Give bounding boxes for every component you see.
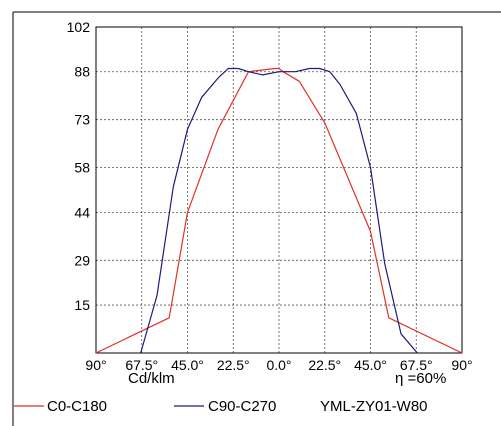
y-tick-label: 44 <box>74 204 90 220</box>
legend-label-c0-c180: C0-C180 <box>47 398 107 415</box>
series-line-c90-c270 <box>140 67 418 354</box>
x-tick-label: 67.5° <box>125 357 158 373</box>
grid <box>96 26 462 353</box>
x-tick-label: 67.5° <box>400 357 433 373</box>
plot-area <box>95 26 463 354</box>
series-layer <box>95 67 463 354</box>
x-tick-labels: 90° 67.5° 45.0° 22.5° 0.0° 22.5° 45.0° 67.5° 90° <box>85 357 472 373</box>
legend: C0-C180 C90-C270 YML-ZY01-W80 <box>14 398 428 415</box>
x-tick-label: 90° <box>85 357 106 373</box>
y-tick-label: 15 <box>74 297 90 313</box>
legend-label-c90-c270: C90-C270 <box>208 398 276 415</box>
y-tick-label: 102 <box>67 19 91 35</box>
x-tick-label: 45.0° <box>354 357 387 373</box>
x-tick-label: 0.0° <box>266 357 291 373</box>
efficiency-label: η =60% <box>395 370 446 387</box>
y-tick-label: 88 <box>74 64 90 80</box>
unit-label: Cd/klm <box>128 370 175 387</box>
x-tick-label: 45.0° <box>171 357 204 373</box>
y-tick-label: 73 <box>74 112 90 128</box>
series-line-c0-c180 <box>95 67 463 354</box>
y-tick-label: 29 <box>74 252 90 268</box>
x-tick-label: 90° <box>451 357 472 373</box>
x-tick-label: 22.5° <box>308 357 341 373</box>
model-label: YML-ZY01-W80 <box>320 398 428 415</box>
y-tick-labels: 102 88 73 58 44 29 15 <box>67 19 91 313</box>
y-tick-label: 58 <box>74 160 90 176</box>
x-tick-label: 22.5° <box>217 357 250 373</box>
